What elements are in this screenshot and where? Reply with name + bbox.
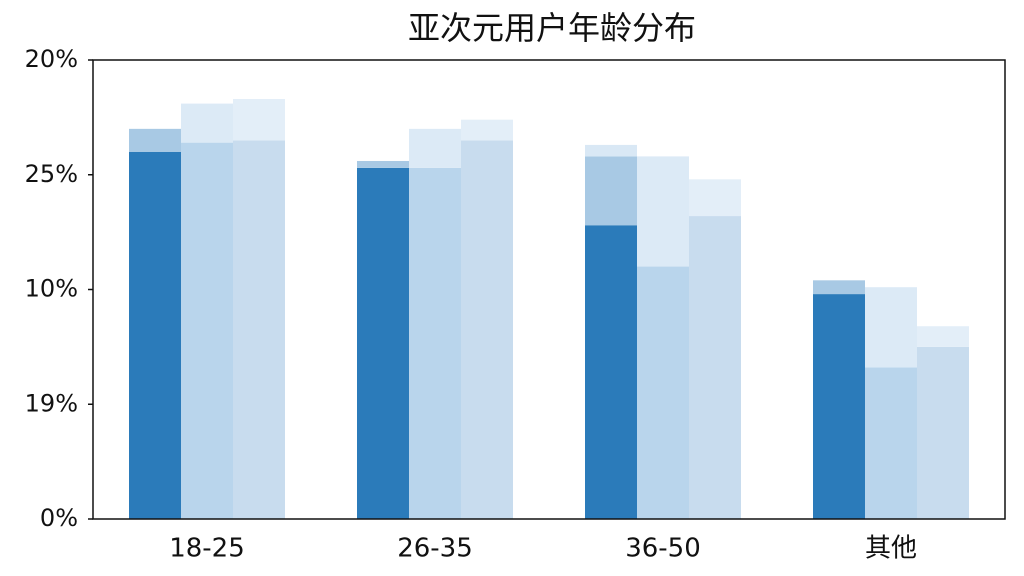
x-tick-label: 18-25 bbox=[169, 534, 245, 564]
bar-segment bbox=[585, 225, 637, 520]
x-tick-label: 其他 bbox=[865, 534, 917, 564]
bar-segment bbox=[357, 160, 409, 168]
bar-segment bbox=[357, 167, 409, 520]
bar-segment bbox=[585, 144, 637, 157]
bar-segment bbox=[409, 167, 461, 520]
y-tick-label: 0% bbox=[40, 504, 78, 532]
bar-segment bbox=[917, 326, 969, 347]
bar-segment bbox=[637, 266, 689, 519]
y-tick-label: 25% bbox=[25, 160, 78, 188]
y-tick-label: 20% bbox=[25, 45, 78, 73]
plot-frame bbox=[92, 59, 1006, 520]
bar-segment bbox=[409, 128, 461, 168]
bar-segment bbox=[181, 142, 233, 519]
bar-segment bbox=[917, 346, 969, 519]
bar-segment bbox=[129, 151, 181, 520]
bar-segment bbox=[129, 128, 181, 152]
bar-segment bbox=[689, 179, 741, 217]
bar-segment bbox=[181, 103, 233, 143]
x-tick-label: 36-50 bbox=[625, 534, 701, 564]
bar-segment bbox=[865, 287, 917, 368]
bar-segment bbox=[233, 140, 285, 519]
x-tick-label: 26-35 bbox=[397, 534, 473, 564]
bar-segment bbox=[585, 156, 637, 226]
bar-segment bbox=[865, 367, 917, 519]
bar-segment bbox=[637, 156, 689, 267]
y-tick-label: 10% bbox=[25, 275, 78, 303]
y-tick-label: 19% bbox=[25, 389, 78, 417]
chart-title: 亚次元用户年龄分布 bbox=[408, 9, 696, 47]
bar-segment bbox=[233, 99, 285, 141]
bar-segment bbox=[813, 294, 865, 519]
bar-segment bbox=[461, 140, 513, 519]
bar-segment bbox=[689, 216, 741, 519]
bar-segment bbox=[813, 280, 865, 295]
bar-segment bbox=[461, 119, 513, 141]
